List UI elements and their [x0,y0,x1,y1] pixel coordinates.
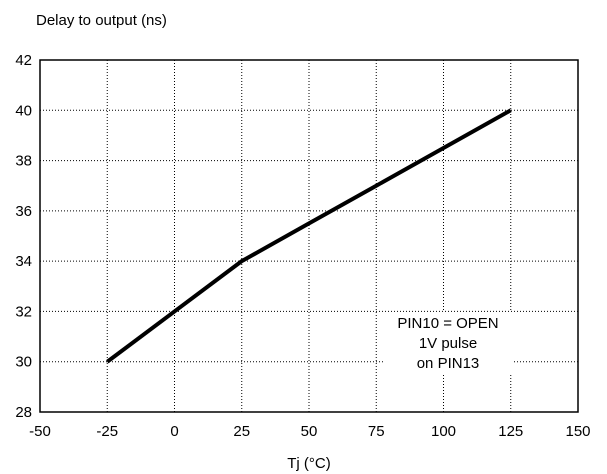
annotation-line-1: PIN10 = OPEN [397,315,498,332]
plot-frame [39,59,579,413]
annotation-box: PIN10 = OPEN 1V pulse on PIN13 [383,312,513,375]
y-tick-label: 36 [15,203,32,220]
y-tick-labels: 28 30 32 34 36 38 40 42 [15,52,32,421]
y-tick-label: 40 [15,102,32,119]
y-tick-label: 42 [15,52,32,69]
x-axis-title: Tj (°C) [287,455,330,472]
y-axis-title: Delay to output (ns) [36,12,167,29]
series-lines [106,108,512,364]
y-tick-label: 28 [15,404,32,421]
x-tick-label: 25 [233,423,250,440]
x-tick-label: 75 [368,423,385,440]
x-tick-label: 100 [431,423,456,440]
annotation-line-3: on PIN13 [417,355,480,372]
y-tick-label: 38 [15,153,32,170]
series-line [106,108,512,364]
y-tick-label: 32 [15,303,32,320]
x-tick-label: 0 [170,423,178,440]
x-tick-label: -50 [29,423,51,440]
x-tick-labels: -50 -25 0 25 50 75 100 125 150 [29,423,590,440]
x-tick-label: 50 [301,423,318,440]
x-tick-label: 150 [565,423,590,440]
x-tick-label: -25 [96,423,118,440]
annotation-line-2: 1V pulse [419,335,477,352]
y-tick-label: 34 [15,253,32,270]
x-tick-label: 125 [498,423,523,440]
annotation-background [383,312,513,375]
y-tick-label: 30 [15,354,32,371]
